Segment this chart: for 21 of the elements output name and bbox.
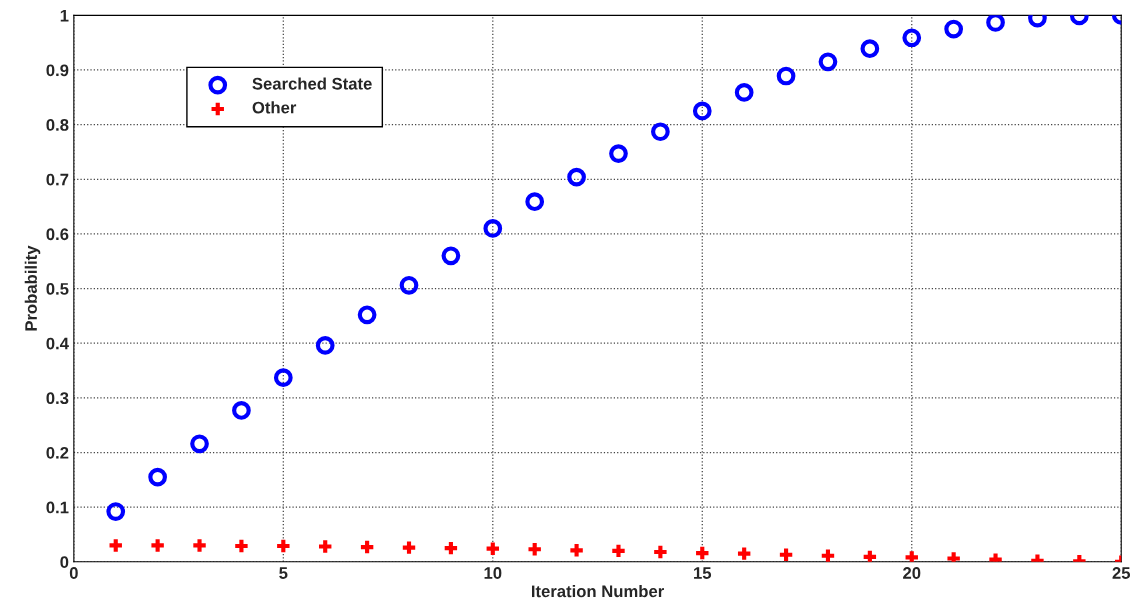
y-tick-label: 1 bbox=[60, 9, 69, 22]
y-tick-label: 0.6 bbox=[46, 228, 69, 241]
y-tick-label: 0.9 bbox=[46, 64, 69, 77]
y-tick-label: 0 bbox=[60, 556, 69, 569]
x-tick-label: 20 bbox=[903, 567, 921, 579]
x-tick-label: 10 bbox=[484, 567, 502, 579]
y-axis-title: Probability bbox=[24, 245, 41, 331]
y-tick-label: 0.8 bbox=[46, 119, 69, 131]
legend-label: Searched State bbox=[252, 77, 372, 90]
x-axis-title: Iteration Number bbox=[531, 584, 664, 598]
x-tick-label: 25 bbox=[1112, 567, 1131, 579]
y-tick-label: 0.5 bbox=[46, 282, 69, 295]
legend-label: Other bbox=[252, 101, 297, 114]
y-tick-label: 0.1 bbox=[46, 501, 69, 514]
x-tick-label: 15 bbox=[694, 567, 712, 579]
x-tick-label: 0 bbox=[69, 567, 78, 579]
x-tick-label: 5 bbox=[279, 567, 288, 579]
y-tick-label: 0.3 bbox=[46, 392, 69, 405]
y-tick-label: 0.7 bbox=[46, 173, 69, 186]
y-tick-label: 0.2 bbox=[46, 446, 69, 459]
y-tick-label: 0.4 bbox=[46, 337, 69, 350]
